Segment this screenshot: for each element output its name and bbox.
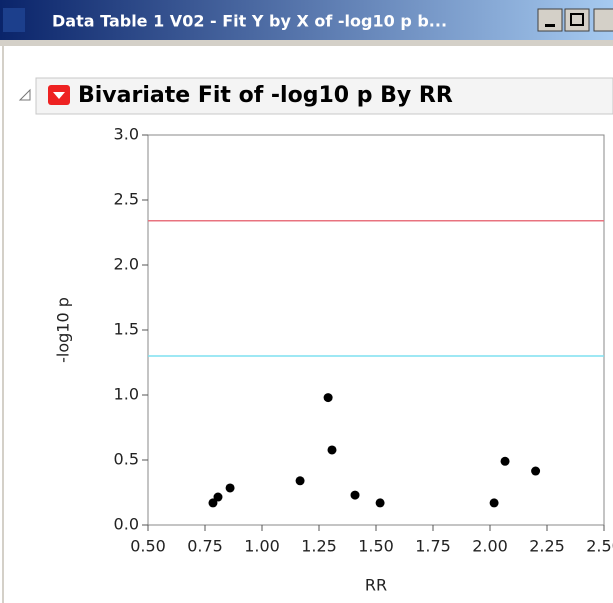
y-tick-label: 1.5 [114,320,139,339]
outline-header [35,77,613,115]
x-tick-label: 2.50 [586,537,613,556]
minimize-icon [545,24,555,27]
report-title: Bivariate Fit of -log10 p By RR [78,83,453,108]
x-tick-label: 0.50 [130,537,166,556]
y-tick-label: 2.5 [114,190,139,209]
point [213,492,223,502]
y-tick-label: 1.0 [114,385,139,404]
title-bar [0,0,613,40]
menu-arrow [53,92,65,99]
point [208,498,218,508]
point [327,445,337,455]
x-tick-label: 0.75 [187,537,223,556]
x-tick-label: 2.25 [529,537,565,556]
maximize-icon [570,13,584,26]
point [295,476,305,486]
minimize-button[interactable] [537,8,563,32]
maximize-button[interactable] [564,8,590,32]
point [500,456,510,466]
window-border [0,40,613,46]
point [531,466,541,476]
point [225,483,235,493]
point [350,490,360,500]
y-tick-label: 0.5 [114,450,139,469]
y-tick-label: 2.0 [114,255,139,274]
y-axis-label: -log10 p [54,297,73,363]
close-button[interactable] [593,8,613,32]
y-tick-label: 3.0 [114,125,139,144]
point [323,393,333,403]
plot-area [147,134,605,526]
x-tick-label: 1.25 [301,537,337,556]
app-icon [3,8,25,32]
point [375,498,385,508]
point [489,498,499,508]
x-tick-label: 2.00 [472,537,508,556]
window-border-left [2,46,4,603]
y-tick-label: 0.0 [114,515,139,534]
x-axis-label: RR [365,576,387,595]
window-title: Data Table 1 V02 - Fit Y by X of -log10 … [52,12,447,31]
x-tick-label: 1.00 [244,537,280,556]
x-tick-label: 1.75 [415,537,451,556]
x-tick-label: 1.50 [358,537,394,556]
disclosure-icon[interactable] [18,88,31,101]
